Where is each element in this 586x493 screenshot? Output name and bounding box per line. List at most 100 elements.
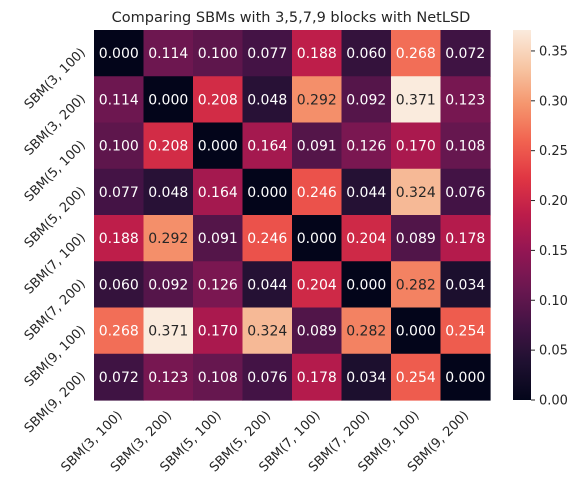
- cell-value-label: 0.044: [346, 185, 386, 201]
- heatmap-cell: [143, 353, 194, 401]
- cell-value-label: 0.048: [247, 92, 287, 108]
- colorbar-tick-label: 0.10: [539, 294, 568, 309]
- heatmap-cell: [341, 353, 392, 401]
- heatmap-cell: [341, 76, 392, 124]
- heatmap-cell: [242, 122, 293, 170]
- heatmap-cell: [440, 122, 491, 170]
- cell-value-label: 0.089: [396, 231, 436, 247]
- heatmap-cell: [440, 30, 491, 77]
- cell-value-label: 0.091: [297, 139, 337, 155]
- heatmap-cell: [292, 215, 343, 262]
- cell-value-label: 0.100: [99, 139, 139, 155]
- colorbar-tick-label: 0.25: [539, 144, 568, 159]
- heatmap-cell: [391, 215, 442, 262]
- cell-value-label: 0.089: [297, 324, 337, 340]
- heatmap-cell: [94, 307, 145, 355]
- heatmap-cell: [440, 215, 491, 262]
- heatmap-cell: [440, 353, 491, 401]
- heatmap-cell: [143, 122, 194, 170]
- cell-value-label: 0.254: [396, 370, 436, 386]
- heatmap-cell: [193, 215, 244, 262]
- cell-value-label: 0.060: [346, 46, 386, 62]
- heatmap-cell: [94, 215, 145, 262]
- heatmap-cells: 0.000 0.114 0.100 0.077 0.188 0.060 0.268 0.072…: [94, 30, 491, 401]
- cell-value-label: 0.060: [99, 277, 139, 293]
- heatmap-cell: [341, 30, 392, 77]
- colorbar-tick-label: 0.05: [539, 344, 568, 359]
- heatmap-cell: [242, 261, 293, 309]
- heatmap-cell: [193, 307, 244, 355]
- heatmap-cell: [242, 353, 293, 401]
- heatmap-cell: [143, 215, 194, 262]
- heatmap-cell: [193, 261, 244, 309]
- cell-value-label: 0.000: [99, 46, 139, 62]
- cell-value-label: 0.072: [445, 46, 485, 62]
- heatmap-cell: [391, 30, 442, 77]
- cell-value-label: 0.164: [198, 185, 238, 201]
- heatmap-cell: [341, 215, 392, 262]
- heatmap-cell: [391, 122, 442, 170]
- heatmap-cell: [292, 261, 343, 309]
- cell-value-label: 0.000: [445, 370, 485, 386]
- cell-value-label: 0.254: [445, 324, 485, 340]
- cell-value-label: 0.292: [148, 231, 188, 247]
- cell-value-label: 0.076: [247, 370, 287, 386]
- cell-value-label: 0.114: [148, 46, 188, 62]
- cell-value-label: 0.126: [198, 277, 238, 293]
- cell-value-label: 0.292: [297, 92, 337, 108]
- cell-value-label: 0.114: [99, 92, 139, 108]
- heatmap-cell: [94, 261, 145, 309]
- cell-value-label: 0.188: [297, 46, 337, 62]
- cell-value-label: 0.282: [396, 277, 436, 293]
- heatmap-cell: [440, 307, 491, 355]
- cell-value-label: 0.000: [198, 139, 238, 155]
- heatmap-cell: [341, 261, 392, 309]
- cell-value-label: 0.100: [198, 46, 238, 62]
- colorbar-tick-label: 0.20: [539, 194, 568, 209]
- cell-value-label: 0.077: [247, 46, 287, 62]
- cell-value-label: 0.000: [297, 231, 337, 247]
- cell-value-label: 0.188: [99, 231, 139, 247]
- heatmap-cell: [440, 261, 491, 309]
- cell-value-label: 0.246: [247, 231, 287, 247]
- cell-value-label: 0.034: [445, 277, 485, 293]
- heatmap-cell: [292, 168, 343, 216]
- cell-value-label: 0.076: [445, 185, 485, 201]
- cell-value-label: 0.077: [99, 185, 139, 201]
- heatmap-cell: [292, 76, 343, 124]
- heatmap-cell: [94, 168, 145, 216]
- heatmap-cell: [341, 168, 392, 216]
- row-tick-labels: SBM(3, 100)SBM(3, 200)SBM(5, 100)SBM(5, …: [22, 45, 89, 436]
- heatmap-cell: [94, 353, 145, 401]
- colorbar-tick-label: 0.30: [539, 94, 568, 109]
- cell-value-label: 0.246: [297, 185, 337, 201]
- cell-value-label: 0.164: [247, 139, 287, 155]
- cell-value-label: 0.034: [346, 370, 386, 386]
- heatmap-cell: [440, 168, 491, 216]
- heatmap-cell: [242, 76, 293, 124]
- heatmap-cell: [292, 307, 343, 355]
- heatmap-cell: [341, 307, 392, 355]
- colorbar-gradient: [513, 30, 531, 400]
- chart-title: Comparing SBMs with 3,5,7,9 blocks with …: [112, 10, 471, 26]
- cell-value-label: 0.000: [396, 324, 436, 340]
- heatmap-cell: [193, 76, 244, 124]
- heatmap-cell: [292, 30, 343, 77]
- cell-value-label: 0.048: [148, 185, 188, 201]
- heatmap-cell: [292, 122, 343, 170]
- cell-value-label: 0.123: [445, 92, 485, 108]
- cell-value-label: 0.108: [198, 370, 238, 386]
- heatmap-cell: [143, 307, 194, 355]
- heatmap-cell: [143, 261, 194, 309]
- cell-value-label: 0.000: [148, 92, 188, 108]
- heatmap-cell: [242, 30, 293, 77]
- heatmap-cell: [391, 353, 442, 401]
- cell-value-label: 0.044: [247, 277, 287, 293]
- heatmap-cell: [193, 168, 244, 216]
- cell-value-label: 0.371: [148, 324, 188, 340]
- cell-value-label: 0.371: [396, 92, 436, 108]
- heatmap-cell: [94, 122, 145, 170]
- heatmap-cell: [292, 353, 343, 401]
- cell-value-label: 0.000: [346, 277, 386, 293]
